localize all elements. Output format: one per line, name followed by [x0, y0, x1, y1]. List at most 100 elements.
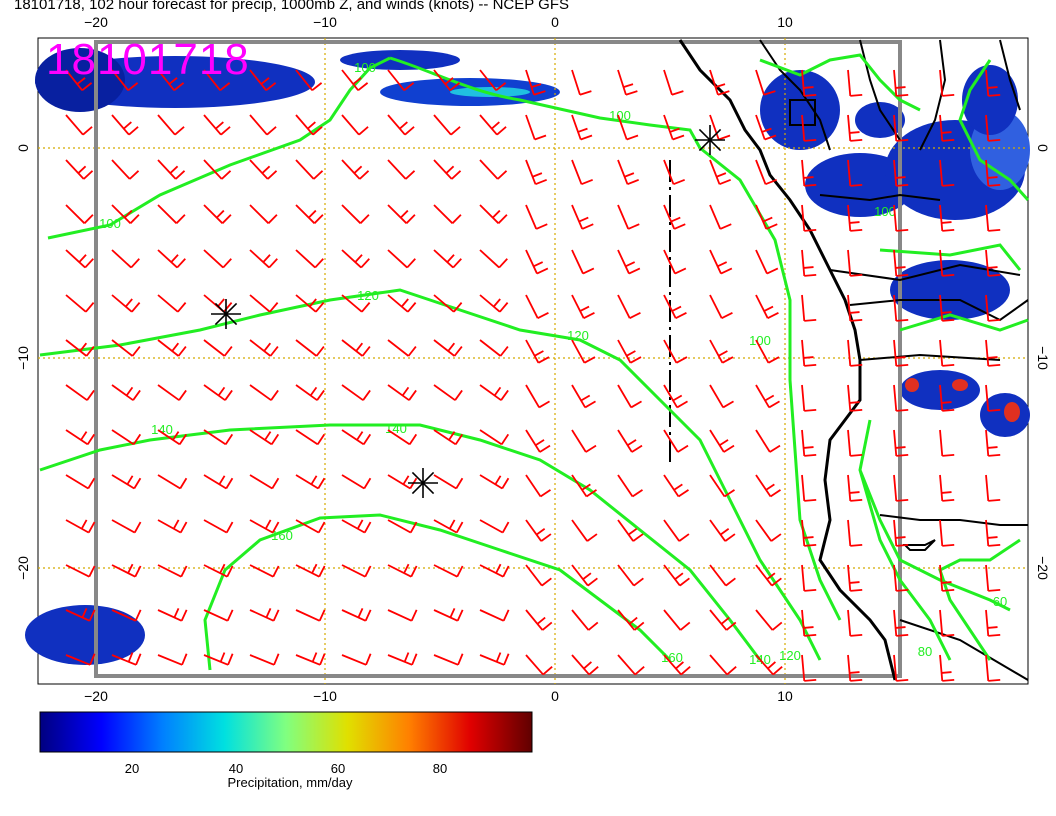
- wind-barb: [525, 564, 552, 587]
- wind-barb: [203, 294, 233, 313]
- wind-barb: [433, 607, 464, 622]
- precip-patch: [952, 379, 968, 391]
- wind-barb: [663, 204, 686, 230]
- wind-barb: [801, 519, 817, 547]
- wind-barb: [893, 249, 909, 277]
- wind-barb: [709, 249, 733, 275]
- contour-label: 160: [661, 650, 683, 665]
- wind-barb: [387, 563, 418, 578]
- contour-140: [39, 423, 762, 661]
- wind-barb: [341, 474, 372, 490]
- wind-barb: [709, 564, 736, 587]
- wind-barb: [755, 564, 782, 587]
- wind-barb: [709, 384, 734, 409]
- colorbar-tick-label: 40: [229, 761, 243, 776]
- wind-barb: [387, 294, 417, 313]
- wind-barb: [985, 564, 1001, 592]
- wind-barb: [157, 607, 188, 622]
- wind-barb: [617, 429, 643, 453]
- wind-barb: [433, 294, 463, 313]
- wind-barb: [249, 249, 278, 269]
- wind-barb: [525, 69, 546, 96]
- wind-barb: [617, 609, 645, 631]
- wind-barb: [203, 652, 234, 666]
- wind-barb: [893, 474, 909, 502]
- contour-label: 100: [99, 216, 121, 231]
- wind-barb: [341, 204, 370, 224]
- wind-barb: [341, 564, 372, 578]
- colorbar-bar: [39, 711, 533, 753]
- contour-label: 100: [874, 204, 896, 219]
- wind-barb: [571, 564, 598, 587]
- wind-barb: [709, 114, 731, 141]
- wind-barb: [295, 159, 324, 180]
- wind-barb: [65, 564, 96, 578]
- precip-patch: [905, 378, 919, 392]
- wind-barb: [295, 69, 323, 92]
- wind-barb: [65, 653, 96, 666]
- wind-barb: [847, 564, 863, 592]
- wind-barb: [157, 474, 188, 490]
- lon-tick-label: 10: [777, 688, 793, 704]
- lat-tick-label: 0: [15, 144, 31, 152]
- wind-barb: [571, 159, 593, 186]
- wind-barb: [985, 69, 1001, 97]
- wind-barb: [663, 429, 689, 453]
- wind-barb: [433, 249, 462, 269]
- wind-barb: [111, 519, 142, 534]
- lon-tick-label: 0: [551, 688, 559, 704]
- wind-barb: [801, 384, 817, 412]
- lon-ticks-bottom: −20 −10 0 10: [84, 688, 793, 704]
- wind-barb: [525, 159, 547, 186]
- wind-barb: [249, 607, 280, 622]
- wind-barb: [893, 114, 909, 142]
- wind-barb: [295, 609, 326, 622]
- wind-barb: [249, 564, 280, 578]
- wind-barb: [525, 384, 550, 409]
- wind-barb: [433, 114, 461, 136]
- wind-barb: [479, 563, 510, 578]
- wind-barb: [709, 204, 732, 230]
- wind-barb: [387, 652, 418, 666]
- wind-barb: [525, 609, 553, 631]
- wind-barb: [571, 654, 599, 676]
- wind-barb: [65, 114, 93, 136]
- wind-barb: [65, 159, 94, 180]
- wind-barb: [525, 249, 549, 275]
- border: [819, 193, 1029, 681]
- wind-barb: [111, 609, 142, 622]
- wind-barb: [479, 114, 507, 136]
- contour-coast: [858, 243, 1029, 661]
- coast-segment: [789, 99, 816, 126]
- wind-barb: [939, 429, 955, 457]
- wind-barb: [157, 294, 187, 313]
- wind-barb: [847, 429, 863, 457]
- wind-barb: [157, 384, 187, 401]
- wind-barb: [893, 564, 909, 592]
- wind-barb: [341, 653, 372, 666]
- wind-barb: [939, 69, 955, 97]
- contour-100-east: [699, 146, 842, 621]
- wind-barb: [341, 519, 372, 534]
- wind-barb: [111, 474, 142, 490]
- wind-barb: [387, 114, 415, 136]
- wind-barb: [111, 563, 142, 578]
- wind-barb: [847, 114, 863, 142]
- wind-barb: [479, 294, 509, 313]
- wind-barb: [111, 159, 140, 180]
- wind-barb: [571, 609, 599, 631]
- wind-barb: [203, 429, 234, 446]
- wind-barb: [295, 519, 326, 534]
- wind-barb: [249, 69, 277, 92]
- wind-barb: [433, 474, 464, 490]
- colorbar-ticks: 20 40 60 80: [125, 761, 447, 776]
- wind-barb: [755, 384, 780, 409]
- wind-barb: [709, 474, 735, 498]
- wind-barb: [985, 294, 1001, 322]
- wind-barb: [939, 159, 955, 187]
- wind-barb: [157, 204, 186, 224]
- wind-barb: [617, 384, 642, 409]
- wind-barb: [479, 384, 509, 401]
